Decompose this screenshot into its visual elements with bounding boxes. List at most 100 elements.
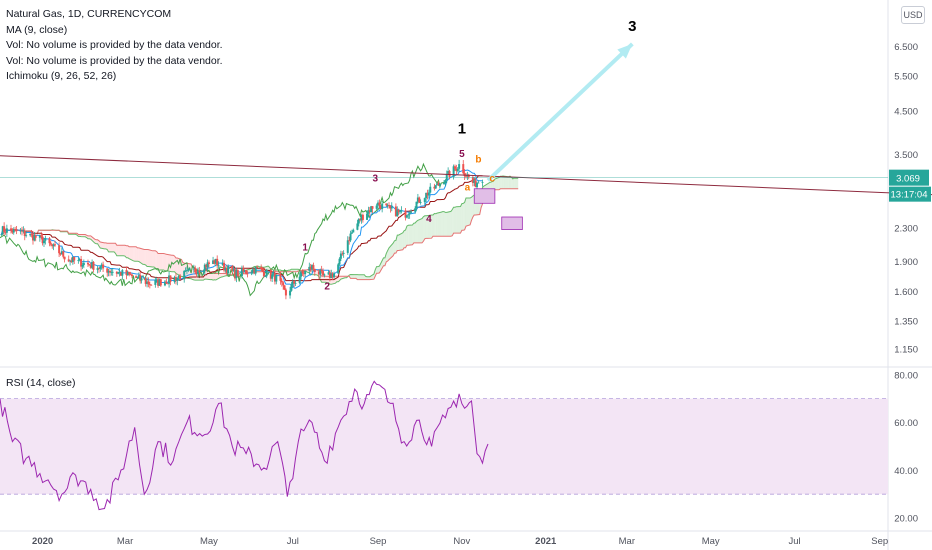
ichimoku-cloud-segment — [416, 220, 418, 243]
ichimoku-cloud-segment — [155, 250, 157, 270]
candle-body — [261, 268, 264, 272]
candle-body — [14, 229, 17, 230]
candle-body — [397, 210, 400, 213]
ichimoku-cloud-segment — [123, 245, 126, 257]
ichimoku-cloud-segment — [181, 259, 183, 277]
wave-label: c — [489, 174, 495, 185]
candle-body — [154, 280, 157, 285]
candle-body — [11, 230, 14, 233]
candle-body — [234, 269, 237, 279]
candle-body — [213, 260, 216, 264]
candle-body — [15, 229, 18, 232]
candle-body — [443, 183, 446, 184]
candle-body — [242, 268, 245, 272]
candle-body — [313, 268, 316, 273]
rsi-tick-label: 80.00 — [894, 370, 918, 381]
candle-body — [312, 265, 315, 269]
candle-body — [361, 214, 364, 220]
ichimoku-cloud-segment — [415, 221, 417, 243]
candle-body — [418, 197, 421, 203]
candle-body — [70, 260, 73, 263]
ichimoku-cloud-segment — [291, 269, 293, 272]
candle-body — [370, 206, 373, 213]
candle-body — [49, 243, 52, 245]
candle-body — [322, 271, 325, 276]
ichimoku-cloud-segment — [455, 206, 457, 234]
candle-body — [396, 210, 399, 217]
candle-body — [0, 234, 3, 235]
candle-body — [458, 164, 461, 169]
candle-body — [80, 259, 83, 267]
candle-body — [51, 244, 54, 247]
price-tick-label: 6.500 — [894, 42, 918, 53]
ichimoku-cloud-segment — [511, 177, 513, 189]
candle-body — [86, 262, 89, 265]
wave-label: 1 — [302, 243, 308, 254]
ichimoku-cloud-segment — [109, 243, 115, 252]
ichimoku-cloud-segment — [248, 268, 251, 273]
price-tick-label: 5.500 — [894, 71, 918, 82]
candle-body — [452, 166, 455, 177]
candle-body — [130, 274, 133, 277]
projection-arrow-shaft — [486, 42, 634, 182]
candle-body — [331, 273, 334, 278]
candle-body — [388, 205, 391, 206]
candle-body — [140, 278, 143, 281]
price-tick-label: 4.500 — [894, 106, 918, 117]
last-price-badge — [889, 169, 929, 186]
candle-body — [203, 264, 206, 271]
candle-body — [474, 180, 477, 188]
candle-body — [107, 270, 110, 273]
price-tick-label: 1.350 — [894, 317, 918, 328]
candle-body — [467, 174, 470, 178]
candle-body — [309, 266, 312, 270]
candle-body — [89, 265, 92, 268]
ichimoku-cloud-segment — [367, 276, 369, 280]
candle-body — [414, 208, 417, 212]
candle-body — [269, 269, 272, 279]
candle-body — [429, 186, 432, 193]
candle-body — [410, 211, 413, 213]
ichimoku-cloud-segment — [134, 246, 137, 262]
candle-body — [251, 269, 254, 273]
candle-body — [38, 235, 41, 238]
candle-body — [253, 269, 256, 274]
ichimoku-cloud-segment — [219, 273, 222, 278]
candle-body — [337, 264, 340, 274]
candle-body — [117, 272, 120, 274]
candle-body — [159, 279, 162, 286]
ichimoku-cloud-segment — [405, 226, 407, 248]
candle-body — [250, 272, 253, 274]
currency-button[interactable]: USD — [901, 6, 925, 24]
candle-body — [69, 260, 72, 262]
candle-body — [399, 211, 402, 213]
candle-body — [352, 229, 355, 233]
ichimoku-cloud-segment — [108, 243, 110, 252]
candle-body — [41, 236, 44, 244]
ichimoku-cloud-segment — [460, 203, 462, 234]
ichimoku-cloud-segment — [423, 215, 425, 242]
candle-body — [456, 168, 459, 171]
ichimoku-cloud-segment — [369, 274, 374, 280]
candle-body — [377, 202, 380, 206]
candle-body — [82, 262, 85, 266]
ichimoku-cloud-segment — [442, 211, 445, 237]
candle-body — [284, 289, 287, 296]
candle-body — [196, 271, 199, 274]
candle-body — [463, 173, 466, 176]
time-tick-label: Sep — [871, 536, 888, 547]
target-zone — [501, 216, 523, 230]
ichimoku-cloud-segment — [463, 202, 465, 231]
candle-body — [192, 268, 195, 270]
candle-body — [97, 268, 100, 269]
candle-body — [477, 182, 480, 184]
ichimoku-cloud-segment — [433, 213, 435, 237]
candle-body — [163, 281, 166, 286]
candle-body — [366, 213, 369, 220]
candle-body — [419, 202, 422, 203]
candle-body — [212, 260, 215, 264]
ichimoku-cloud-segment — [174, 256, 176, 274]
candle-body — [425, 192, 428, 199]
ichimoku-indicator-label: Ichimoku (9, 26, 52, 26) — [6, 70, 117, 82]
candle-body — [173, 277, 176, 282]
